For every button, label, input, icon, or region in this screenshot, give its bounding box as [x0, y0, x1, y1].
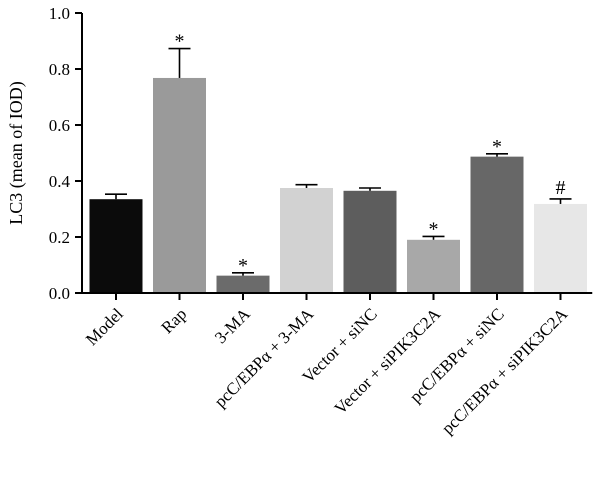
significance-marker: *	[238, 255, 248, 277]
bar	[407, 239, 460, 293]
bar	[343, 190, 397, 293]
category-label: Rap	[158, 304, 191, 337]
category-label: Model	[82, 304, 127, 349]
bar	[470, 156, 524, 293]
bars: * * * * #	[89, 31, 587, 294]
significance-marker: #	[556, 177, 566, 199]
significance-marker: *	[492, 136, 502, 158]
y-axis-title: LC3 (mean of IOD)	[6, 81, 27, 224]
bar	[153, 77, 206, 294]
y-axis: 0.0 0.2 0.4 0.6 0.8 1.0	[49, 4, 83, 303]
y-tick-label: 0.0	[49, 284, 70, 303]
bar	[534, 203, 587, 293]
y-tick-label: 0.8	[49, 60, 70, 79]
bar	[280, 188, 333, 293]
significance-marker: *	[429, 218, 439, 240]
y-tick-label: 0.4	[49, 172, 71, 191]
bar	[89, 199, 143, 293]
significance-marker: *	[175, 31, 185, 53]
category-label: Vector + siPIK3C2A	[331, 304, 445, 418]
category-label: 3-MA	[211, 304, 254, 347]
y-tick-label: 0.2	[49, 228, 70, 247]
category-label: pcC/EBPα + siPIK3C2A	[438, 304, 572, 438]
y-tick-label: 0.6	[49, 116, 70, 135]
y-tick-label: 1.0	[49, 4, 70, 23]
bar	[216, 275, 270, 293]
